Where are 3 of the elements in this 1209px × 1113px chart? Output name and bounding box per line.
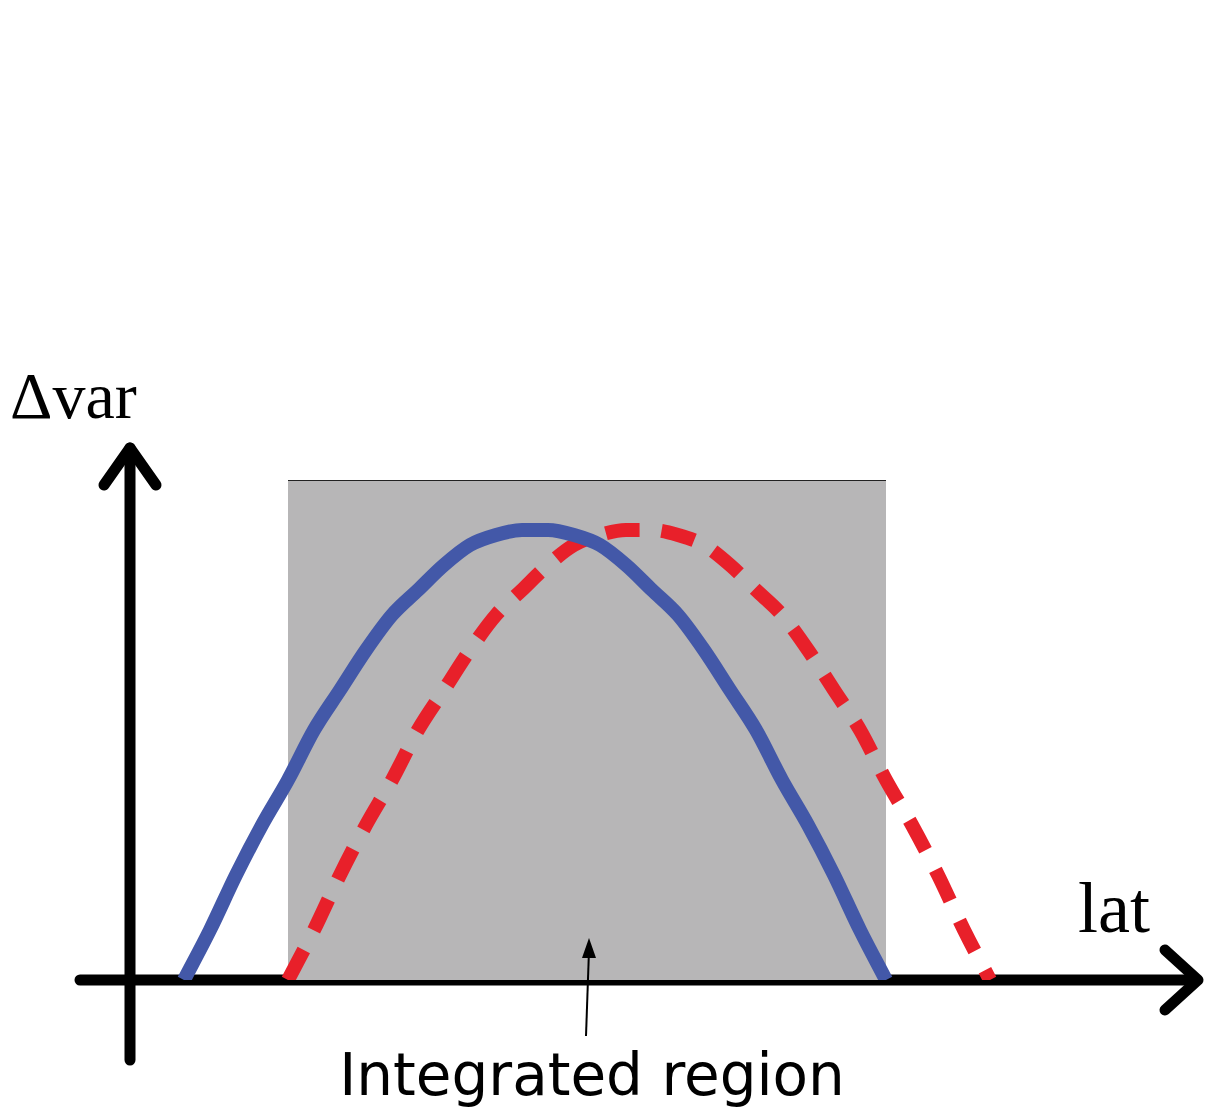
x-axis-title: lat [1078,868,1150,948]
text: Integrated region [339,1041,845,1109]
y-axis-title: Δvar [10,359,137,432]
